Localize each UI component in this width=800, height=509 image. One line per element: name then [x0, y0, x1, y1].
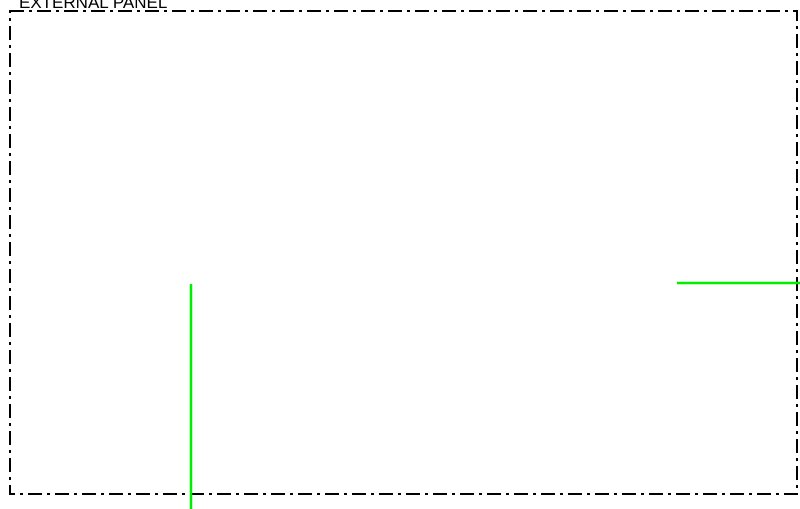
panel-label: EXTERNAL PANEL — [19, 0, 167, 12]
external-panel-border — [9, 10, 798, 495]
